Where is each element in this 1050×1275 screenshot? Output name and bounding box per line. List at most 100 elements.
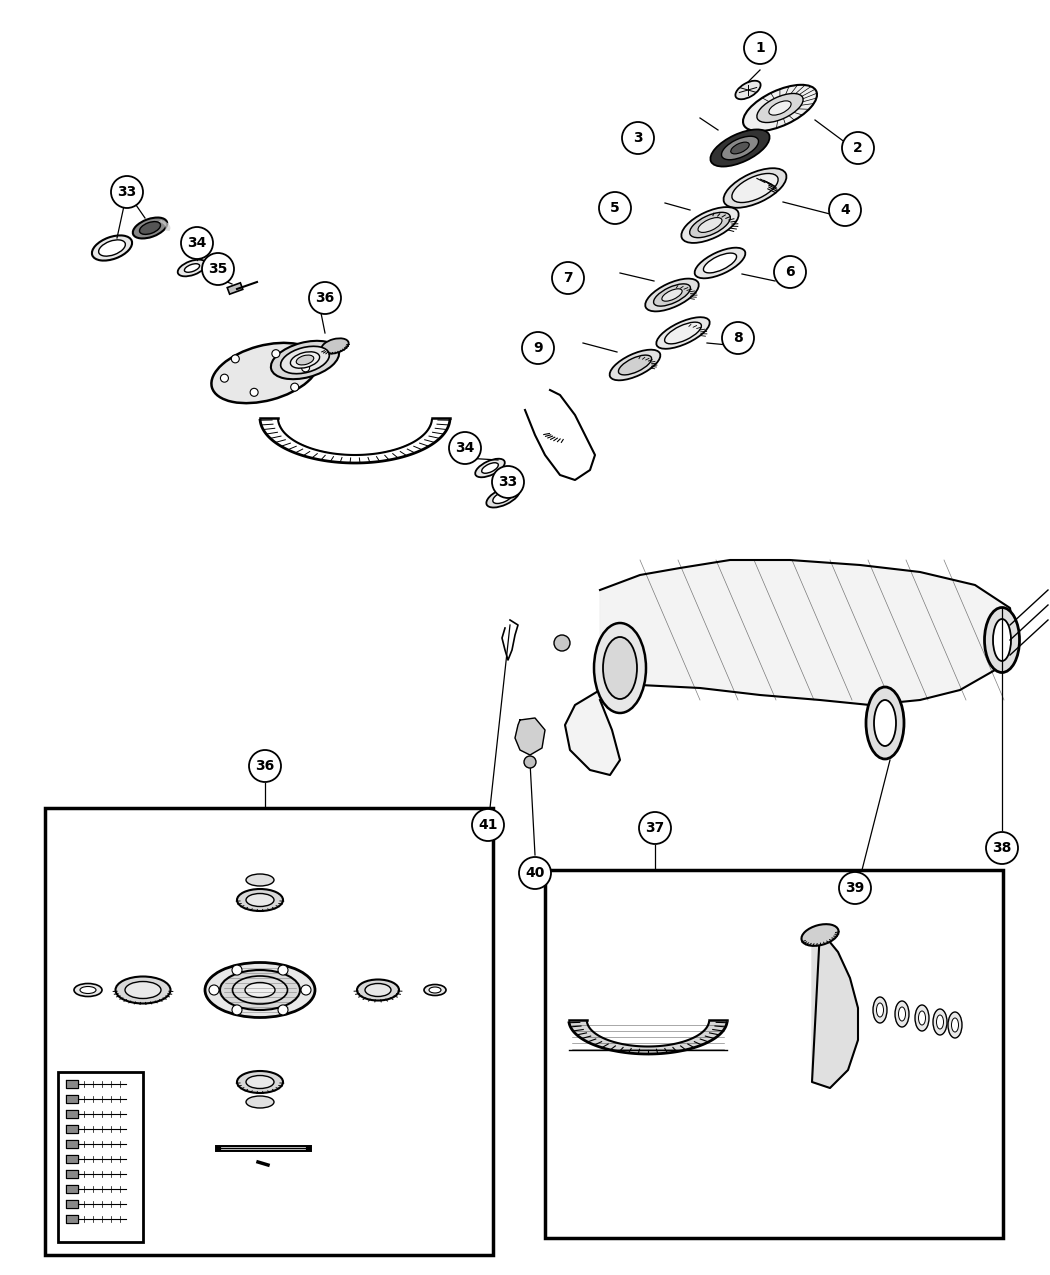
Polygon shape xyxy=(569,1020,728,1051)
Polygon shape xyxy=(66,1125,78,1133)
Polygon shape xyxy=(66,1095,78,1103)
Ellipse shape xyxy=(899,1007,905,1021)
Ellipse shape xyxy=(246,873,274,886)
Circle shape xyxy=(272,349,280,358)
Circle shape xyxy=(519,857,551,889)
Text: 6: 6 xyxy=(785,265,795,279)
Text: 34: 34 xyxy=(187,236,207,250)
Text: 5: 5 xyxy=(610,201,620,215)
Ellipse shape xyxy=(731,142,750,154)
Ellipse shape xyxy=(662,289,682,301)
Ellipse shape xyxy=(681,207,738,244)
Ellipse shape xyxy=(933,1009,947,1035)
Ellipse shape xyxy=(74,983,102,997)
Text: 33: 33 xyxy=(118,185,136,199)
Bar xyxy=(227,283,243,295)
Circle shape xyxy=(231,354,239,363)
Ellipse shape xyxy=(125,982,161,998)
Ellipse shape xyxy=(429,987,441,993)
Text: 35: 35 xyxy=(208,261,228,275)
Ellipse shape xyxy=(653,284,691,306)
Polygon shape xyxy=(66,1215,78,1223)
Text: 36: 36 xyxy=(315,291,335,305)
Ellipse shape xyxy=(801,924,839,946)
Polygon shape xyxy=(66,1170,78,1178)
Polygon shape xyxy=(66,1155,78,1163)
Ellipse shape xyxy=(594,623,646,713)
Ellipse shape xyxy=(482,463,499,473)
Circle shape xyxy=(309,282,341,314)
Ellipse shape xyxy=(280,347,330,374)
Circle shape xyxy=(522,332,554,363)
Ellipse shape xyxy=(492,491,513,504)
Ellipse shape xyxy=(656,317,710,349)
Text: 9: 9 xyxy=(533,340,543,354)
Circle shape xyxy=(301,986,311,994)
Ellipse shape xyxy=(603,638,637,699)
Ellipse shape xyxy=(732,173,778,203)
Ellipse shape xyxy=(116,977,170,1003)
Ellipse shape xyxy=(220,970,300,1010)
Polygon shape xyxy=(66,1184,78,1193)
Ellipse shape xyxy=(80,987,96,993)
Circle shape xyxy=(250,389,258,397)
Ellipse shape xyxy=(99,240,125,256)
Ellipse shape xyxy=(476,459,505,477)
Polygon shape xyxy=(66,1200,78,1207)
Ellipse shape xyxy=(211,343,318,403)
Ellipse shape xyxy=(271,340,339,379)
Bar xyxy=(545,870,1003,1238)
Ellipse shape xyxy=(735,80,760,99)
Ellipse shape xyxy=(140,222,161,235)
Text: 1: 1 xyxy=(755,41,764,55)
Circle shape xyxy=(622,122,654,154)
Text: 38: 38 xyxy=(992,842,1012,856)
Ellipse shape xyxy=(246,894,274,907)
Circle shape xyxy=(278,965,288,975)
Ellipse shape xyxy=(246,1076,274,1089)
Ellipse shape xyxy=(873,997,887,1023)
Ellipse shape xyxy=(424,984,446,996)
Bar xyxy=(45,808,493,1255)
Ellipse shape xyxy=(711,130,770,167)
Circle shape xyxy=(744,32,776,64)
Circle shape xyxy=(842,133,874,164)
Circle shape xyxy=(209,986,219,994)
Ellipse shape xyxy=(698,218,722,232)
Ellipse shape xyxy=(723,168,786,208)
Ellipse shape xyxy=(618,356,652,375)
Ellipse shape xyxy=(951,1017,959,1031)
Ellipse shape xyxy=(704,254,737,273)
Ellipse shape xyxy=(246,1096,274,1108)
Text: 36: 36 xyxy=(255,759,275,773)
Circle shape xyxy=(524,756,536,768)
Circle shape xyxy=(472,810,504,842)
Polygon shape xyxy=(812,929,858,1088)
Circle shape xyxy=(291,384,298,391)
Circle shape xyxy=(830,194,861,226)
Circle shape xyxy=(986,833,1018,864)
Ellipse shape xyxy=(321,338,349,353)
Ellipse shape xyxy=(232,975,288,1003)
Circle shape xyxy=(552,261,584,295)
Text: 41: 41 xyxy=(478,819,498,833)
Polygon shape xyxy=(514,718,545,755)
Ellipse shape xyxy=(895,1001,909,1026)
Text: 8: 8 xyxy=(733,332,743,346)
Text: 34: 34 xyxy=(456,441,475,455)
Circle shape xyxy=(232,1005,242,1015)
Circle shape xyxy=(278,1005,288,1015)
Ellipse shape xyxy=(92,236,132,260)
Circle shape xyxy=(249,750,281,782)
Ellipse shape xyxy=(985,607,1020,672)
Circle shape xyxy=(774,256,806,288)
Ellipse shape xyxy=(757,93,803,122)
Ellipse shape xyxy=(769,101,791,115)
Polygon shape xyxy=(66,1111,78,1118)
Ellipse shape xyxy=(357,979,399,1001)
Polygon shape xyxy=(66,1140,78,1148)
Circle shape xyxy=(598,193,631,224)
Ellipse shape xyxy=(993,618,1011,660)
Circle shape xyxy=(449,432,481,464)
Circle shape xyxy=(301,363,310,372)
